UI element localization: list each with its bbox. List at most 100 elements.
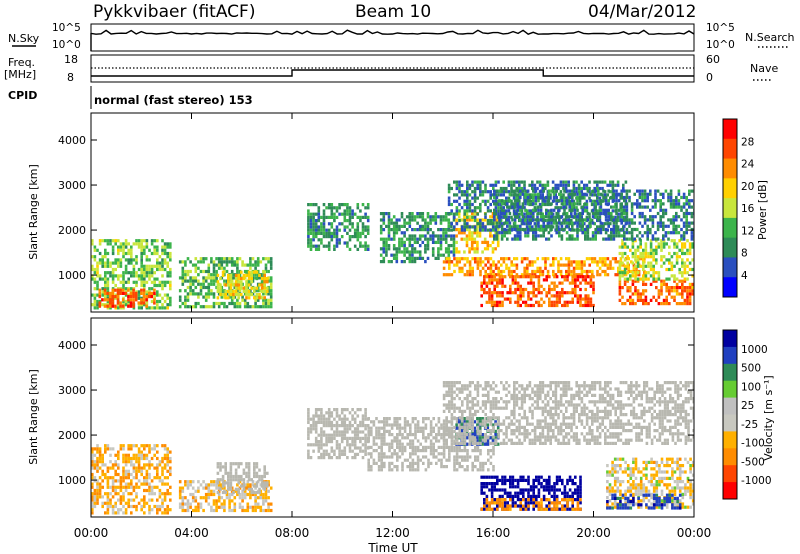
scatter-cell bbox=[537, 278, 541, 282]
scatter-cell bbox=[380, 426, 383, 430]
scatter-cell bbox=[217, 263, 221, 267]
scatter-cell bbox=[439, 247, 443, 251]
scatter-cell bbox=[520, 273, 524, 277]
scatter-cell bbox=[588, 215, 591, 219]
scatter-cell bbox=[156, 245, 159, 249]
scatter-cell bbox=[184, 260, 187, 264]
scatter-cell bbox=[660, 292, 663, 296]
scatter-cell bbox=[576, 275, 580, 279]
scatter-cell bbox=[618, 292, 622, 296]
scatter-cell bbox=[383, 436, 386, 440]
scatter-cell bbox=[101, 504, 104, 509]
scatter-cell bbox=[602, 224, 605, 228]
scatter-cell bbox=[612, 234, 616, 238]
scatter-cell bbox=[333, 417, 336, 421]
scatter-cell bbox=[665, 267, 668, 272]
scatter-cell bbox=[571, 291, 574, 295]
scatter-cell bbox=[379, 212, 383, 216]
scatter-cell bbox=[506, 221, 509, 225]
scatter-cell bbox=[649, 248, 653, 252]
scatter-cell bbox=[127, 444, 130, 448]
scatter-cell bbox=[581, 221, 584, 225]
scatter-cell bbox=[247, 270, 251, 274]
scatter-cell bbox=[421, 240, 425, 244]
scatter-cell bbox=[258, 293, 261, 297]
scatter-cell bbox=[572, 266, 576, 270]
scatter-cell bbox=[132, 280, 136, 284]
scatter-cell bbox=[567, 263, 571, 267]
scatter-cell bbox=[483, 278, 486, 282]
scatter-cell bbox=[245, 270, 248, 274]
scatter-cell bbox=[621, 274, 624, 278]
scatter-cell bbox=[604, 227, 608, 232]
scatter-cell bbox=[558, 192, 561, 196]
scatter-cell bbox=[388, 465, 391, 469]
scatter-cell bbox=[169, 245, 172, 249]
scatter-cell bbox=[377, 436, 381, 440]
scatter-cell bbox=[356, 408, 360, 412]
scatter-cell bbox=[682, 211, 686, 216]
scatter-cell bbox=[137, 479, 141, 483]
scatter-cell bbox=[576, 237, 579, 241]
scatter-cell bbox=[615, 231, 618, 235]
scatter-cell bbox=[602, 199, 605, 203]
scatter-cell bbox=[330, 235, 334, 239]
colorbar-segment bbox=[723, 158, 737, 179]
scatter-cell bbox=[238, 301, 242, 306]
scatter-cell bbox=[496, 284, 499, 288]
scatter-cell bbox=[267, 489, 270, 493]
scatter-cell bbox=[148, 466, 151, 470]
scatter-cell bbox=[589, 275, 593, 279]
scatter-cell bbox=[493, 208, 496, 212]
scatter-cell bbox=[672, 231, 675, 235]
scatter-cell bbox=[237, 280, 240, 284]
scatter-cell bbox=[161, 258, 164, 262]
scatter-cell bbox=[524, 300, 528, 304]
scatter-cell bbox=[127, 498, 130, 502]
scatter-cell bbox=[501, 291, 504, 295]
scatter-cell bbox=[659, 221, 662, 225]
scatter-cell bbox=[575, 260, 578, 264]
scatter-cell bbox=[426, 237, 430, 241]
scatter-cell bbox=[555, 294, 559, 298]
scatter-cell bbox=[492, 186, 495, 191]
scatter-cell bbox=[591, 231, 595, 235]
scatter-cell bbox=[382, 218, 386, 222]
scatter-cell bbox=[121, 304, 125, 308]
scatter-cell bbox=[630, 205, 634, 209]
scatter-cell bbox=[314, 424, 318, 428]
scatter-cell bbox=[249, 260, 252, 264]
scatter-cell bbox=[254, 508, 257, 513]
scatter-cell bbox=[474, 260, 477, 264]
scatter-cell bbox=[132, 488, 136, 493]
scatter-cell bbox=[634, 271, 637, 275]
scatter-cell bbox=[447, 244, 451, 248]
scatter-cell bbox=[586, 234, 590, 238]
scatter-cell bbox=[678, 255, 681, 259]
scatter-cell bbox=[346, 206, 349, 210]
scatter-cell bbox=[108, 298, 112, 302]
scatter-cell bbox=[589, 199, 592, 203]
scatter-cell bbox=[495, 224, 499, 228]
scatter-cell bbox=[148, 488, 151, 493]
scatter-cell bbox=[480, 303, 483, 308]
scatter-cell bbox=[178, 480, 182, 484]
scatter-cell bbox=[490, 278, 494, 282]
scatter-cell bbox=[416, 458, 420, 462]
scatter-cell bbox=[418, 250, 422, 254]
scatter-cell bbox=[503, 202, 506, 206]
scatter-cell bbox=[594, 208, 597, 212]
scatter-cell bbox=[91, 482, 94, 486]
scatter-cell bbox=[353, 411, 357, 415]
scatter-cell bbox=[442, 234, 445, 238]
scatter-cell bbox=[496, 300, 499, 304]
scatter-cell bbox=[388, 449, 391, 453]
scatter-cell bbox=[163, 447, 167, 451]
scatter-cell bbox=[668, 277, 671, 281]
scatter-cell bbox=[529, 211, 532, 216]
scatter-cell bbox=[470, 212, 474, 216]
scatter-cell bbox=[669, 218, 673, 222]
scatter-cell bbox=[236, 298, 239, 302]
scatter-cell bbox=[98, 488, 102, 493]
